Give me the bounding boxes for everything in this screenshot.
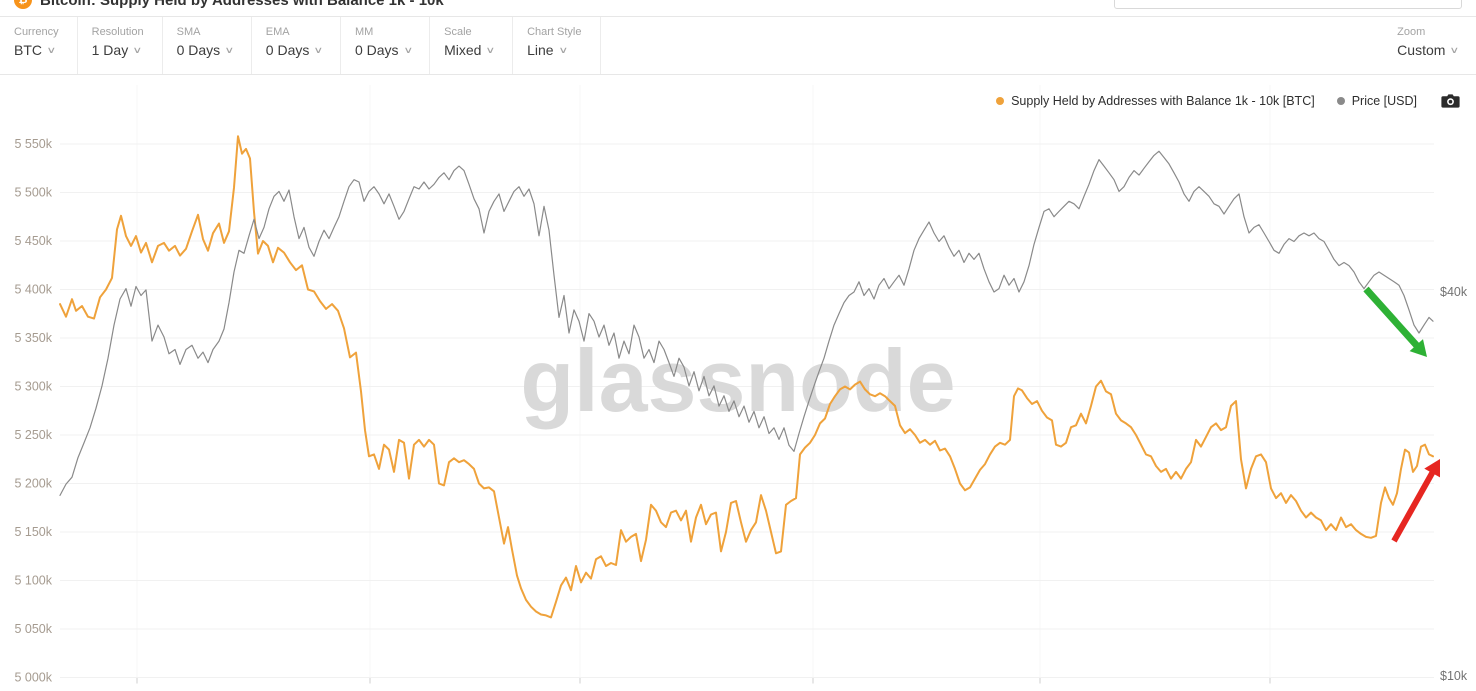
control-label: SMA xyxy=(176,26,201,38)
chevron-down-icon: ∨ xyxy=(557,44,568,55)
control-label: Scale xyxy=(444,26,472,38)
chevron-down-icon: ∨ xyxy=(313,44,324,55)
y-axis-label-left: 5 150k xyxy=(14,525,52,539)
control-label: Currency xyxy=(14,26,59,38)
control-value: Line xyxy=(527,42,554,58)
series-line-price-usd- xyxy=(59,150,1434,496)
y-axis-label-left: 5 550k xyxy=(14,137,52,151)
chevron-down-icon: ∨ xyxy=(224,44,235,55)
chart-toolbar: Currency BTC ∨ Resolution 1 Day ∨ SMA 0 Days ∨ EM… xyxy=(0,17,1476,75)
control-value: 0 Days xyxy=(354,42,399,58)
price-down-arrow-shaft xyxy=(1363,286,1421,349)
legend-label: Supply Held by Addresses with Balance 1k… xyxy=(1011,93,1315,108)
control-value: Custom xyxy=(1397,42,1446,58)
toolbar-control-ema[interactable]: EMA 0 Days ∨ xyxy=(252,17,341,74)
bitcoin-icon: ₿ xyxy=(14,0,32,9)
chevron-down-icon: ∨ xyxy=(1449,44,1460,55)
y-axis-label-left: 5 250k xyxy=(14,428,52,442)
chevron-down-icon: ∨ xyxy=(485,44,496,55)
glassnode-watermark: glassnode xyxy=(520,331,956,430)
y-axis-label-right: $10k xyxy=(1440,669,1468,683)
y-axis-label-left: 5 450k xyxy=(14,234,52,248)
legend-item[interactable]: Price [USD] xyxy=(1336,93,1417,108)
control-label: Chart Style xyxy=(527,26,582,38)
chevron-down-icon: ∨ xyxy=(402,44,413,55)
control-value: 0 Days xyxy=(265,42,310,58)
toolbar-control-currency[interactable]: Currency BTC ∨ xyxy=(0,17,78,74)
screenshot-camera-button[interactable] xyxy=(1441,93,1460,108)
legend-item[interactable]: Supply Held by Addresses with Balance 1k… xyxy=(996,94,1315,108)
y-axis-label-left: 5 000k xyxy=(14,671,52,685)
control-label: EMA xyxy=(265,26,290,38)
legend-dot-icon xyxy=(1336,96,1345,105)
chevron-down-icon: ∨ xyxy=(46,44,57,55)
toolbar-control-resolution[interactable]: Resolution 1 Day ∨ xyxy=(78,17,163,74)
control-label: Zoom xyxy=(1397,26,1426,38)
control-value: 0 Days xyxy=(176,42,221,58)
supply-up-arrow-head xyxy=(1424,459,1440,478)
y-axis-label-left: 5 500k xyxy=(14,186,52,200)
toolbar-control-scale[interactable]: Scale Mixed ∨ xyxy=(430,17,514,74)
legend-label: Price [USD] xyxy=(1351,93,1417,108)
y-axis-label-right: $40k xyxy=(1440,285,1468,299)
y-axis-label-left: 5 100k xyxy=(14,574,52,588)
y-axis-label-left: 5 400k xyxy=(14,283,52,297)
title-bar: ₿ Bitcoin: Supply Held by Addresses with… xyxy=(0,0,1476,17)
chart-legend: Supply Held by Addresses with Balance 1k… xyxy=(996,93,1460,108)
toolbar-control-zoom[interactable]: Zoom Custom ∨ xyxy=(1383,17,1476,74)
supply-up-arrow-shaft xyxy=(1391,469,1436,543)
control-value: 1 Day xyxy=(91,42,129,58)
toolbar-control-chart-style[interactable]: Chart Style Line ∨ xyxy=(513,17,601,74)
control-value: BTC xyxy=(14,42,42,58)
toolbar-controls: Currency BTC ∨ Resolution 1 Day ∨ SMA 0 Days ∨ EM… xyxy=(0,17,601,74)
chart-area: Supply Held by Addresses with Balance 1k… xyxy=(0,74,1476,691)
price-down-arrow-head xyxy=(1409,339,1427,357)
date-to-input[interactable]: 20-04-2022 xyxy=(1275,0,1435,1)
chevron-down-icon: ∨ xyxy=(132,44,143,55)
toolbar-control-mm[interactable]: MM 0 Days ∨ xyxy=(341,17,431,74)
page-title: Bitcoin: Supply Held by Addresses with B… xyxy=(40,0,444,9)
control-value: Mixed xyxy=(444,42,482,58)
toolbar-control-sma[interactable]: SMA 0 Days ∨ xyxy=(163,17,252,74)
control-label: MM xyxy=(354,26,374,38)
date-range-picker[interactable]: 16-12-2020 20-04-2022 xyxy=(1114,0,1462,9)
date-from-input[interactable]: 16-12-2020 xyxy=(1115,0,1275,1)
control-label: Resolution xyxy=(91,26,144,38)
y-axis-label-left: 5 200k xyxy=(14,477,52,491)
y-axis-label-left: 5 050k xyxy=(14,622,52,636)
y-axis-label-left: 5 350k xyxy=(14,331,52,345)
title-row: ₿ Bitcoin: Supply Held by Addresses with… xyxy=(14,0,444,13)
legend-dot-icon xyxy=(996,96,1005,105)
y-axis-label-left: 5 300k xyxy=(14,380,52,394)
